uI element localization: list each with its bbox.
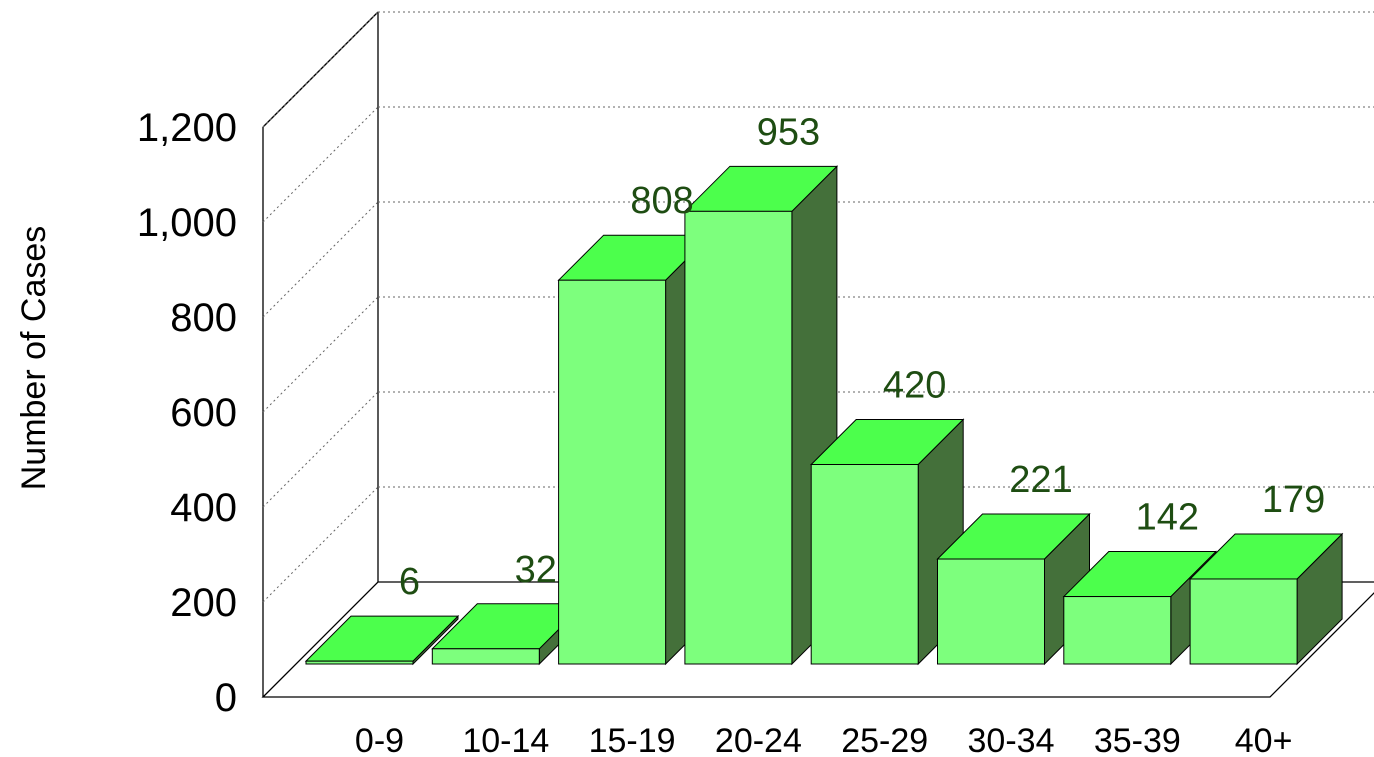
x-tick-label: 35-39: [1094, 722, 1181, 757]
data-label: 420: [883, 365, 946, 407]
data-label: 953: [757, 111, 820, 153]
data-label: 221: [1009, 459, 1072, 501]
data-label: 142: [1136, 497, 1199, 539]
grid-lines: [262, 11, 1374, 603]
y-tick-label: 800: [170, 296, 237, 340]
grid-line-left-wall: [262, 486, 379, 603]
y-axis-ticks: 0 200 400 600 800 1,000 1,200: [137, 106, 237, 720]
x-tick-label: 0-9: [355, 722, 404, 757]
data-label: 6: [399, 561, 420, 603]
y-axis-label: Number of Cases: [15, 226, 53, 491]
x-tick-label: 20-24: [715, 722, 802, 757]
x-tick-label: 15-19: [589, 722, 676, 757]
grid-line-left-wall: [262, 391, 379, 508]
x-tick-label: 40+: [1235, 722, 1293, 757]
bar: [304, 614, 460, 666]
bar-front: [1189, 578, 1298, 665]
bars: [304, 165, 1344, 666]
data-label: 179: [1262, 479, 1325, 521]
y-tick-label: 1,000: [137, 201, 237, 245]
x-axis-ticks: 0-9 10-14 15-19 20-24 25-29 30-34 35-39 40+: [355, 722, 1293, 757]
y-tick-label: 1,200: [137, 106, 237, 150]
data-label: 808: [630, 180, 693, 222]
grid-line-left-wall: [262, 106, 379, 223]
bar-front: [810, 464, 919, 665]
grid-line-left-wall: [262, 296, 379, 413]
bar-front: [684, 210, 793, 665]
bar-front: [431, 648, 540, 665]
x-tick-label: 10-14: [462, 722, 549, 757]
x-tick-label: 30-34: [968, 722, 1055, 757]
y-tick-label: 400: [170, 486, 237, 530]
data-labels: 6 32 808 953 420 221 142 179: [399, 111, 1325, 603]
bar-front: [937, 558, 1045, 665]
grid-line-left-wall: [262, 11, 379, 128]
y-tick-label: 200: [170, 581, 237, 625]
y-tick-label: 0: [215, 676, 237, 720]
floor: [261, 581, 1374, 698]
bar-front: [1063, 596, 1172, 665]
x-tick-label: 25-29: [841, 722, 928, 757]
bar-front: [558, 279, 667, 665]
data-label: 32: [515, 549, 557, 591]
grid-line-left-wall: [262, 201, 379, 318]
bar: [1188, 532, 1344, 666]
y-tick-label: 600: [170, 391, 237, 435]
bar-front: [305, 660, 414, 665]
